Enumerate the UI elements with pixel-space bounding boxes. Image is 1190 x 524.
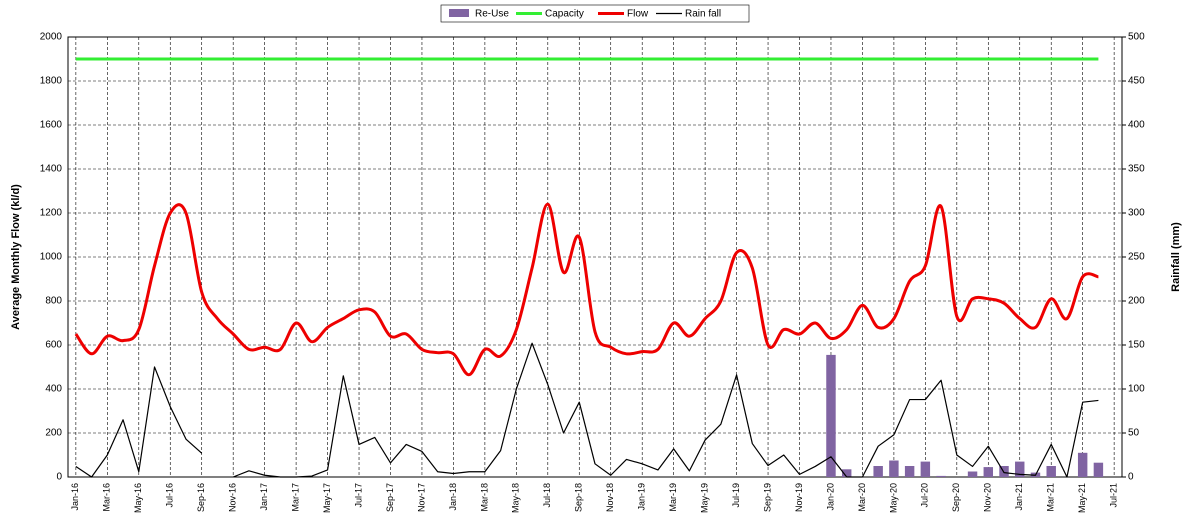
y2-tick-label: 300 bbox=[1128, 208, 1145, 219]
bar bbox=[983, 467, 994, 477]
x-tick-label: May-16 bbox=[133, 483, 143, 513]
x-tick-label: Jan-17 bbox=[259, 483, 269, 511]
x-tick-label: Nov-20 bbox=[983, 483, 993, 512]
line bbox=[75, 342, 1099, 478]
bar bbox=[1093, 462, 1104, 477]
y-tick-label: 0 bbox=[56, 472, 62, 483]
x-tick-label: Nov-16 bbox=[228, 483, 238, 512]
bar bbox=[920, 461, 931, 477]
y2-tick-label: 400 bbox=[1128, 120, 1145, 131]
y-tick-label: 800 bbox=[45, 296, 62, 307]
x-tick-label: Jul-16 bbox=[165, 483, 175, 508]
legend-label: Re-Use bbox=[475, 9, 509, 20]
x-tick-label: Jan-19 bbox=[637, 483, 647, 511]
y-tick-label: 1200 bbox=[40, 208, 63, 219]
y-tick-label: 1800 bbox=[40, 76, 63, 87]
y2-tick-label: 150 bbox=[1128, 340, 1145, 351]
legend-box bbox=[440, 4, 750, 23]
x-tick-label: Mar-21 bbox=[1046, 483, 1056, 512]
x-tick-label: Sep-19 bbox=[762, 483, 772, 512]
x-tick-label: Nov-19 bbox=[794, 483, 804, 512]
x-tick-label: Sep-17 bbox=[385, 483, 395, 512]
x-tick-label: Sep-16 bbox=[196, 483, 206, 512]
x-tick-label: Nov-17 bbox=[416, 483, 426, 512]
x-tick-label: Jul-20 bbox=[920, 483, 930, 508]
bar bbox=[1077, 452, 1088, 477]
x-tick-label: May-18 bbox=[511, 483, 521, 513]
legend-label: Rain fall bbox=[685, 9, 721, 20]
y2-tick-label: 200 bbox=[1128, 296, 1145, 307]
x-tick-label: Mar-16 bbox=[102, 483, 112, 512]
bar bbox=[904, 466, 915, 477]
bar bbox=[841, 469, 852, 477]
bar bbox=[889, 460, 899, 477]
y2-tick-label: 350 bbox=[1128, 164, 1145, 175]
y-axis-label: Average Monthly Flow (kl/d) bbox=[10, 184, 22, 330]
x-tick-label: May-19 bbox=[699, 483, 709, 513]
x-tick-label: Nov-18 bbox=[605, 483, 615, 512]
y-tick-label: 2000 bbox=[40, 32, 63, 43]
y2-tick-label: 100 bbox=[1128, 384, 1145, 395]
x-tick-label: Mar-19 bbox=[668, 483, 678, 512]
line bbox=[74, 202, 1099, 377]
bar bbox=[1046, 466, 1056, 477]
y2-tick-label: 450 bbox=[1128, 76, 1145, 87]
x-tick-label: May-21 bbox=[1077, 483, 1087, 513]
bar bbox=[936, 475, 946, 477]
x-tick-label: Jan-21 bbox=[1014, 483, 1024, 511]
y-tick-label: 600 bbox=[45, 340, 62, 351]
legend-label: Flow bbox=[627, 9, 649, 20]
y-tick-label: 1400 bbox=[40, 164, 63, 175]
y2-tick-label: 500 bbox=[1128, 32, 1145, 43]
x-tick-label: Sep-18 bbox=[574, 483, 584, 512]
x-tick-label: Mar-20 bbox=[857, 483, 867, 512]
x-tick-label: May-20 bbox=[888, 483, 898, 513]
y2-axis-label: Rainfall (mm) bbox=[1170, 222, 1182, 292]
bar bbox=[1015, 461, 1025, 477]
bar bbox=[826, 354, 836, 477]
bar bbox=[967, 471, 978, 477]
x-tick-label: Sep-20 bbox=[951, 483, 961, 512]
y-tick-label: 1000 bbox=[40, 252, 63, 263]
y2-tick-label: 250 bbox=[1128, 252, 1145, 263]
x-tick-label: Jan-18 bbox=[448, 483, 458, 511]
y-tick-label: 200 bbox=[45, 428, 62, 439]
x-tick-label: Jan-16 bbox=[70, 483, 80, 511]
x-tick-label: Jul-21 bbox=[1109, 483, 1119, 508]
x-tick-label: Jan-20 bbox=[825, 483, 835, 511]
y-tick-label: 400 bbox=[45, 384, 62, 395]
y-tick-label: 1600 bbox=[40, 120, 63, 131]
x-tick-label: Jul-18 bbox=[542, 483, 552, 508]
y2-tick-label: 50 bbox=[1128, 428, 1140, 439]
x-tick-label: May-17 bbox=[322, 483, 332, 513]
x-tick-label: Jul-17 bbox=[353, 483, 363, 508]
legend-label: Capacity bbox=[545, 9, 584, 20]
x-tick-label: Mar-17 bbox=[290, 483, 300, 512]
x-tick-label: Jul-19 bbox=[731, 483, 741, 508]
y2-tick-label: 0 bbox=[1128, 472, 1134, 483]
bar bbox=[873, 466, 883, 477]
legend-swatch bbox=[449, 9, 469, 17]
x-tick-label: Mar-18 bbox=[479, 483, 489, 512]
